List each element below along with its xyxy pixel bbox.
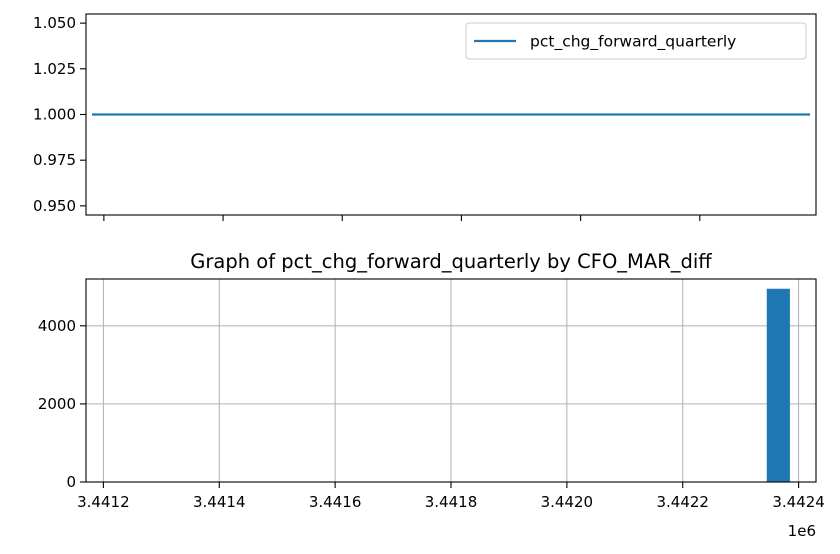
top-y-tick-label: 1.025 — [33, 60, 76, 78]
chart-title: Graph of pct_chg_forward_quarterly by CF… — [190, 250, 712, 273]
legend-box — [465, 22, 807, 60]
legend: pct_chg_forward_quarterly — [465, 22, 807, 60]
histogram-bar-0 — [766, 288, 790, 482]
top-y-tick-label: 0.950 — [33, 197, 76, 215]
bottom-x-tick-label: 3.4414 — [193, 493, 246, 511]
bottom-x-tick-label: 3.4418 — [425, 493, 478, 511]
bottom-histogram-panel: Graph of pct_chg_forward_quarterly by CF… — [38, 250, 825, 540]
top-y-tick-label: 0.975 — [33, 151, 76, 169]
bottom-x-tick-label: 3.4424 — [772, 493, 825, 511]
bottom-y-tick-label: 2000 — [38, 395, 76, 413]
bottom-x-tick-label: 3.4420 — [541, 493, 594, 511]
bottom-x-tick-label: 3.4412 — [77, 493, 130, 511]
x-axis-offset-label: 1e6 — [788, 522, 816, 540]
top-y-tick-label: 1.000 — [33, 106, 76, 124]
legend-entry-label: pct_chg_forward_quarterly — [530, 33, 736, 52]
top-line-panel: 0.950 0.975 1.000 1.025 1.050 pct_chg_forward… — [33, 13, 817, 221]
top-y-tick-label: 1.050 — [33, 14, 76, 32]
bottom-x-tick-label: 3.4422 — [656, 493, 709, 511]
bottom-x-tick-label: 3.4416 — [309, 493, 362, 511]
bottom-y-tick-label: 0 — [66, 473, 76, 491]
bottom-y-tick-label: 4000 — [38, 317, 76, 335]
